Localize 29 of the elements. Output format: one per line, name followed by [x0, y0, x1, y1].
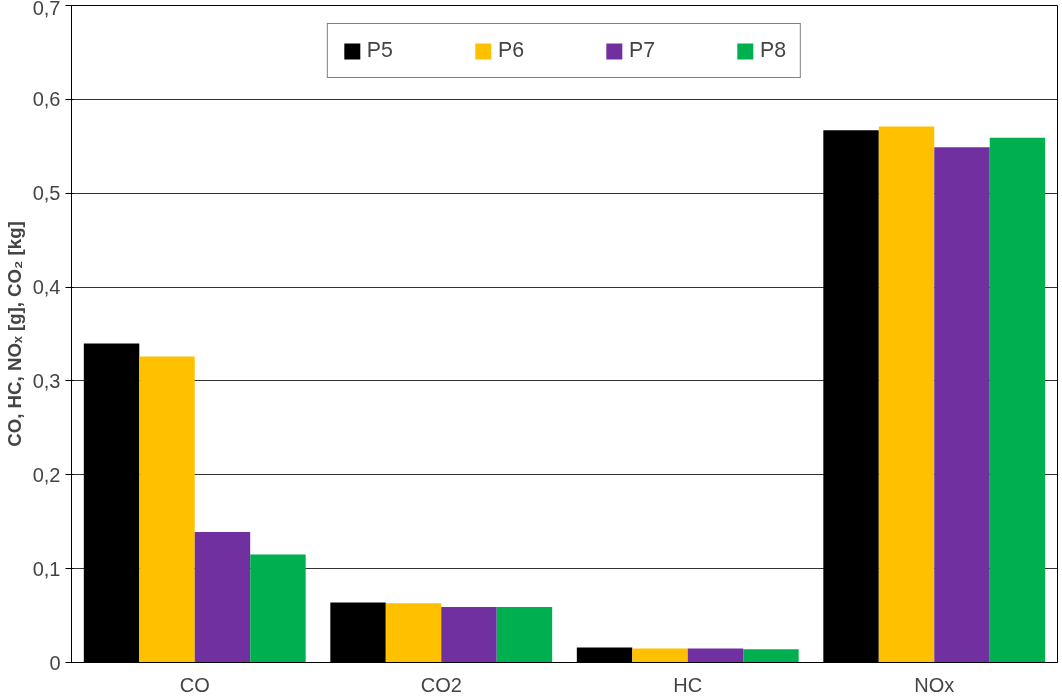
y-tick-label: 0,5: [32, 182, 61, 205]
bar: [496, 607, 553, 663]
bar: [989, 137, 1046, 663]
legend-label: P5: [366, 38, 393, 63]
x-tick-label: CO: [179, 673, 210, 696]
y-axis-title: CO, HC, NOₓ [g], CO₂ [kg]: [3, 221, 25, 447]
bar: [632, 648, 688, 663]
bar: [441, 607, 497, 663]
bar: [194, 532, 251, 663]
bar: [878, 126, 935, 663]
y-tick-label: 0,4: [32, 276, 61, 299]
bar: [934, 147, 990, 663]
bar: [139, 356, 195, 663]
y-tick-label: 0,2: [32, 463, 61, 486]
y-tick-label: 0,1: [32, 557, 61, 580]
legend-label: P7: [629, 38, 656, 63]
x-tick-label: CO2: [420, 673, 462, 696]
x-tick-label: NOx: [914, 673, 955, 696]
y-tick-label: 0,7: [32, 0, 61, 19]
y-tick-label: 0: [49, 651, 61, 674]
legend-label: P6: [497, 38, 524, 63]
bar: [250, 554, 306, 663]
bar: [743, 649, 799, 663]
bar: [687, 648, 744, 663]
bar: [385, 603, 442, 663]
legend-label: P8: [760, 38, 787, 63]
y-tick-label: 0,6: [32, 88, 61, 111]
y-tick-label: 0,3: [32, 369, 61, 392]
x-tick-label: HC: [673, 673, 703, 696]
